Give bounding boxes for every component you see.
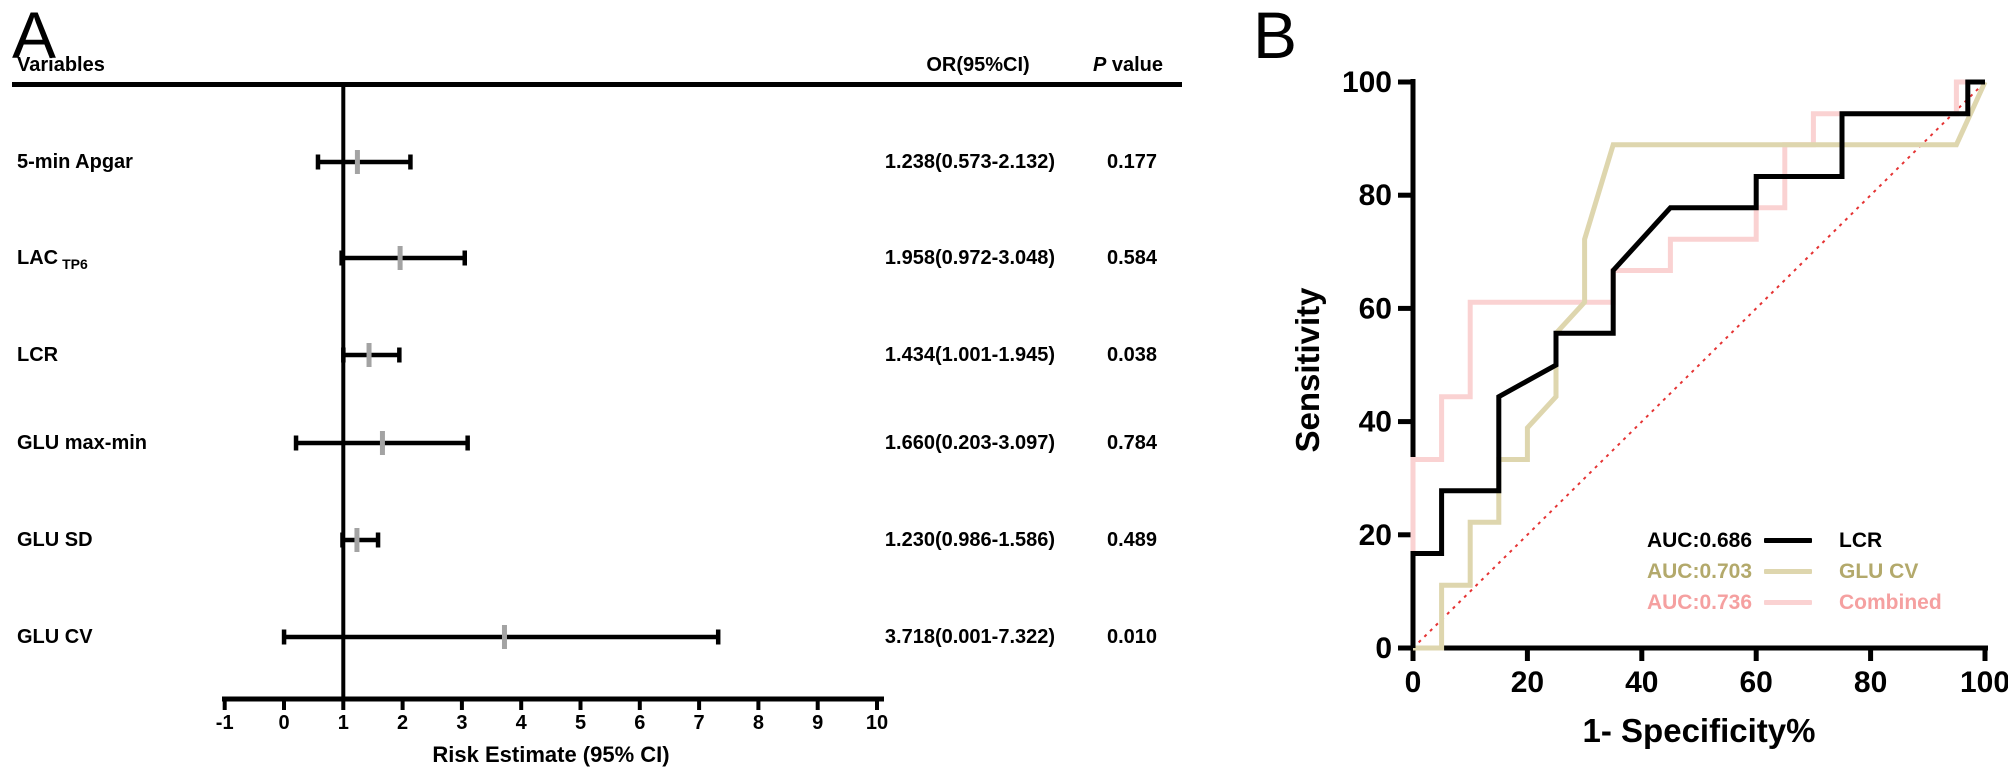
forest-p-value: 0.038: [1106, 344, 1158, 366]
roc-y-axis-title: Sensitivity: [1289, 287, 1326, 453]
legend-line-sample-combined: [1764, 600, 1812, 605]
svg-text:6: 6: [634, 712, 645, 734]
legend-auc-value: AUC:0.686: [1646, 528, 1752, 552]
legend-line-sample-lcr: [1764, 538, 1812, 543]
legend-row-lcr: AUC:0.686 LCR: [1630, 525, 1970, 556]
forest-or-ci-value: 1.238(0.573-2.132): [884, 151, 1056, 173]
svg-text:100: 100: [1960, 666, 2008, 699]
legend-series-name: GLU CV: [1839, 559, 1919, 583]
forest-p-value: 0.784: [1106, 432, 1158, 454]
legend-auc-value: AUC:0.703: [1646, 559, 1752, 583]
forest-header-rule: [12, 82, 1182, 87]
forest-or-ci-value: 1.660(0.203-3.097): [884, 432, 1056, 454]
svg-text:0: 0: [1375, 632, 1392, 665]
legend-line-sample-glucv: [1764, 569, 1812, 574]
forest-or-ci-value: 3.718(0.001-7.322): [884, 626, 1056, 648]
forest-row-label: LCR: [17, 344, 59, 366]
forest-col-header-variables: Variables: [17, 54, 105, 76]
svg-text:40: 40: [1625, 666, 1658, 699]
svg-text:9: 9: [812, 712, 823, 734]
forest-or-ci-value: 1.230(0.986-1.586): [884, 529, 1056, 551]
forest-row-label: GLU SD: [17, 529, 93, 551]
legend-row-combined: AUC:0.736 Combined: [1630, 587, 1970, 618]
svg-text:0: 0: [1405, 666, 1422, 699]
p-rest: value: [1106, 54, 1164, 76]
panel-a-letter: A: [12, 0, 57, 72]
svg-text:20: 20: [1359, 519, 1392, 552]
svg-text:5: 5: [575, 712, 586, 734]
svg-text:3: 3: [456, 712, 467, 734]
svg-text:0: 0: [278, 712, 289, 734]
roc-legend: AUC:0.686 LCR AUC:0.703 GLU CV AUC:0.736…: [1630, 525, 1970, 618]
legend-row-glucv: AUC:0.703 GLU CV: [1630, 556, 1970, 587]
forest-row-label: 5-min Apgar: [17, 151, 133, 173]
svg-text:10: 10: [866, 712, 888, 734]
svg-text:80: 80: [1359, 179, 1392, 212]
forest-col-header-or: OR(95%CI): [926, 54, 1030, 76]
forest-row-label: GLU max-min: [17, 432, 148, 454]
legend-series-name: LCR: [1839, 528, 1883, 552]
svg-text:4: 4: [516, 712, 528, 734]
svg-text:60: 60: [1740, 666, 1773, 699]
forest-or-ci-value: 1.434(1.001-1.945): [884, 344, 1056, 366]
panel-b-letter: B: [1253, 0, 1298, 72]
forest-p-value: 0.584: [1106, 247, 1158, 269]
svg-text:20: 20: [1511, 666, 1544, 699]
forest-p-value: 0.489: [1106, 529, 1158, 551]
forest-p-value: 0.177: [1106, 151, 1158, 173]
forest-x-axis-title: Risk Estimate (95% CI): [432, 742, 670, 767]
svg-text:1: 1: [338, 712, 349, 734]
legend-auc-value: AUC:0.736: [1646, 590, 1752, 614]
svg-text:60: 60: [1359, 292, 1392, 325]
svg-text:40: 40: [1359, 406, 1392, 439]
svg-text:8: 8: [753, 712, 764, 734]
forest-row-label: GLU CV: [17, 626, 93, 648]
svg-text:7: 7: [694, 712, 705, 734]
forest-row-label: LAC TP6: [17, 247, 88, 272]
p-italic: P: [1092, 54, 1107, 76]
svg-text:2: 2: [397, 712, 408, 734]
legend-series-name: Combined: [1839, 590, 1942, 614]
forest-or-ci-value: 1.958(0.972-3.048): [884, 247, 1056, 269]
roc-x-axis-title: 1- Specificity%: [1582, 712, 1816, 749]
svg-text:100: 100: [1342, 66, 1392, 99]
forest-col-header-pvalue: P value: [1058, 50, 1198, 80]
svg-text:80: 80: [1854, 666, 1887, 699]
forest-p-value: 0.010: [1106, 626, 1158, 648]
svg-text:-1: -1: [216, 712, 234, 734]
